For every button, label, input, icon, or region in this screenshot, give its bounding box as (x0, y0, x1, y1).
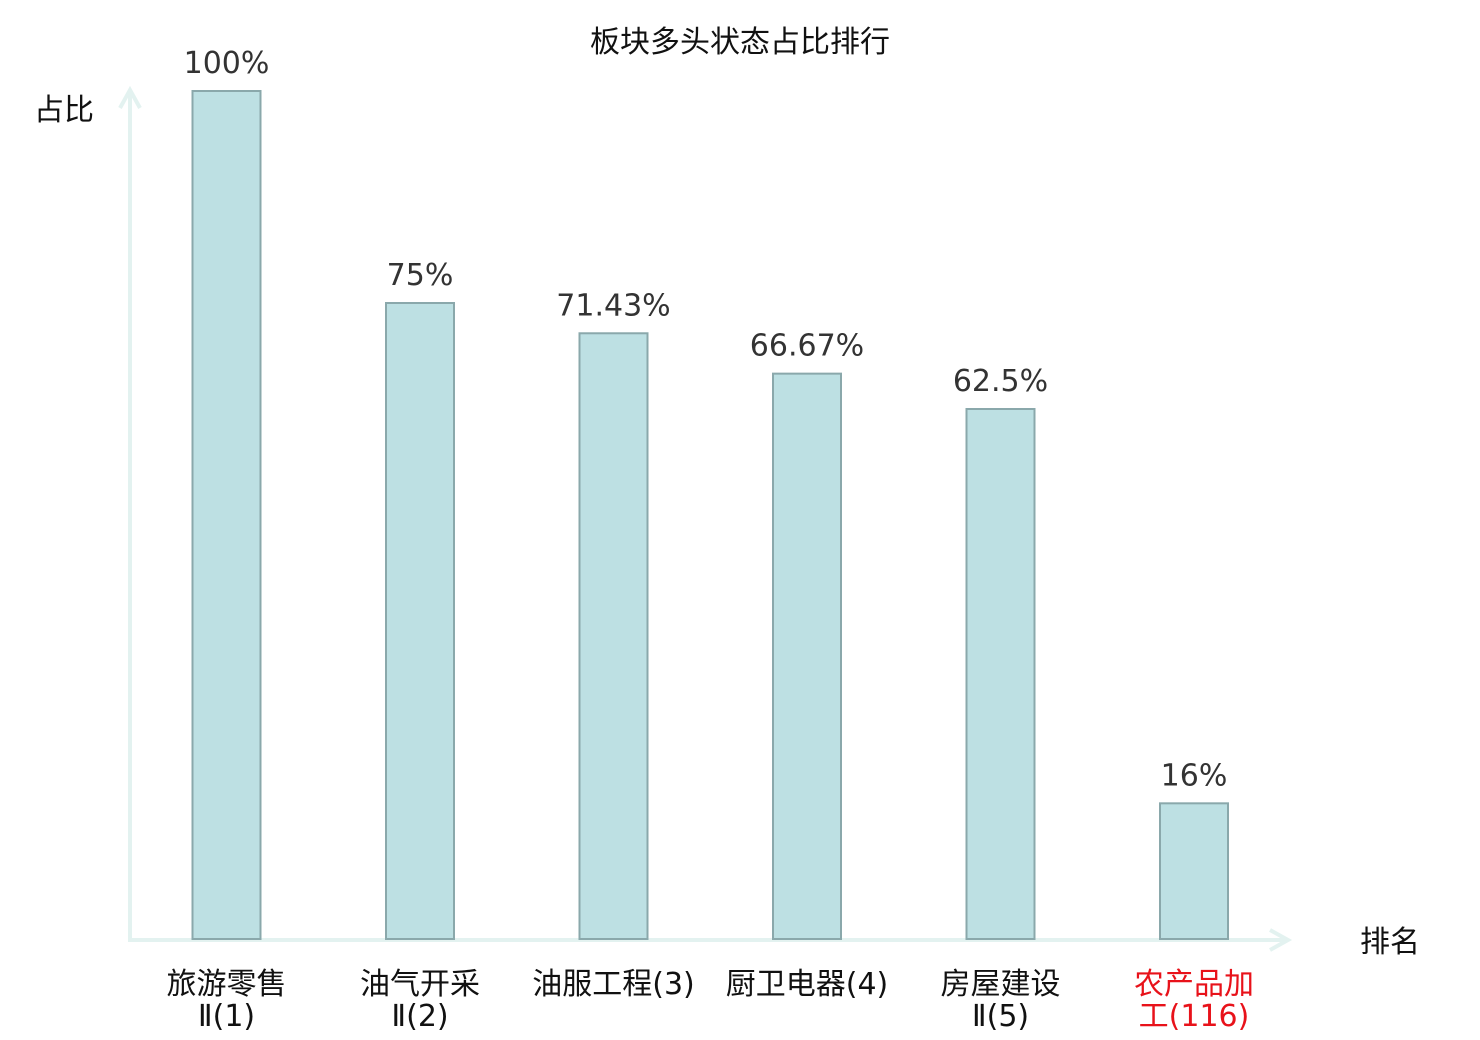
bar (965, 408, 1036, 940)
bar-value-label: 62.5% (953, 364, 1048, 399)
chart-title: 板块多头状态占比排行 (590, 25, 890, 60)
bar (578, 332, 649, 940)
bar (772, 372, 842, 940)
category-label: 厨卫电器(4) (726, 967, 889, 1002)
value-labels-group: 100% 75% 71.43% 66.67% 62.5% 16% (184, 46, 1228, 793)
category-label: 房屋建设 Ⅱ(5) (941, 967, 1061, 1034)
bar-value-label: 100% (184, 46, 270, 81)
bars-group (191, 90, 1229, 940)
bar (1159, 802, 1229, 940)
category-label: 油服工程(3) (532, 967, 695, 1002)
category-labels-group: 旅游零售 Ⅱ(1) 油气开采 Ⅱ(2) 油服工程(3) 厨卫电器(4) 房屋建设 Ⅱ(5) 农产… (167, 967, 1255, 1034)
bar-value-label: 75% (387, 258, 454, 293)
category-label: 农产品加工(116) (1134, 967, 1254, 1034)
bar-value-label: 16% (1161, 758, 1228, 793)
bar-value-label: 71.43% (556, 288, 670, 323)
category-label: 旅游零售 Ⅱ(1) (167, 967, 287, 1034)
y-axis-label: 占比 (34, 93, 94, 128)
category-label: 油气开采 Ⅱ(2) (360, 967, 480, 1034)
bar (385, 302, 455, 940)
x-axis-label: 排名 (1360, 925, 1420, 960)
y-axis-arrow (118, 85, 142, 109)
bar-value-label: 66.67% (750, 329, 864, 364)
x-axis-arrow (1269, 928, 1293, 952)
bar (191, 90, 262, 940)
